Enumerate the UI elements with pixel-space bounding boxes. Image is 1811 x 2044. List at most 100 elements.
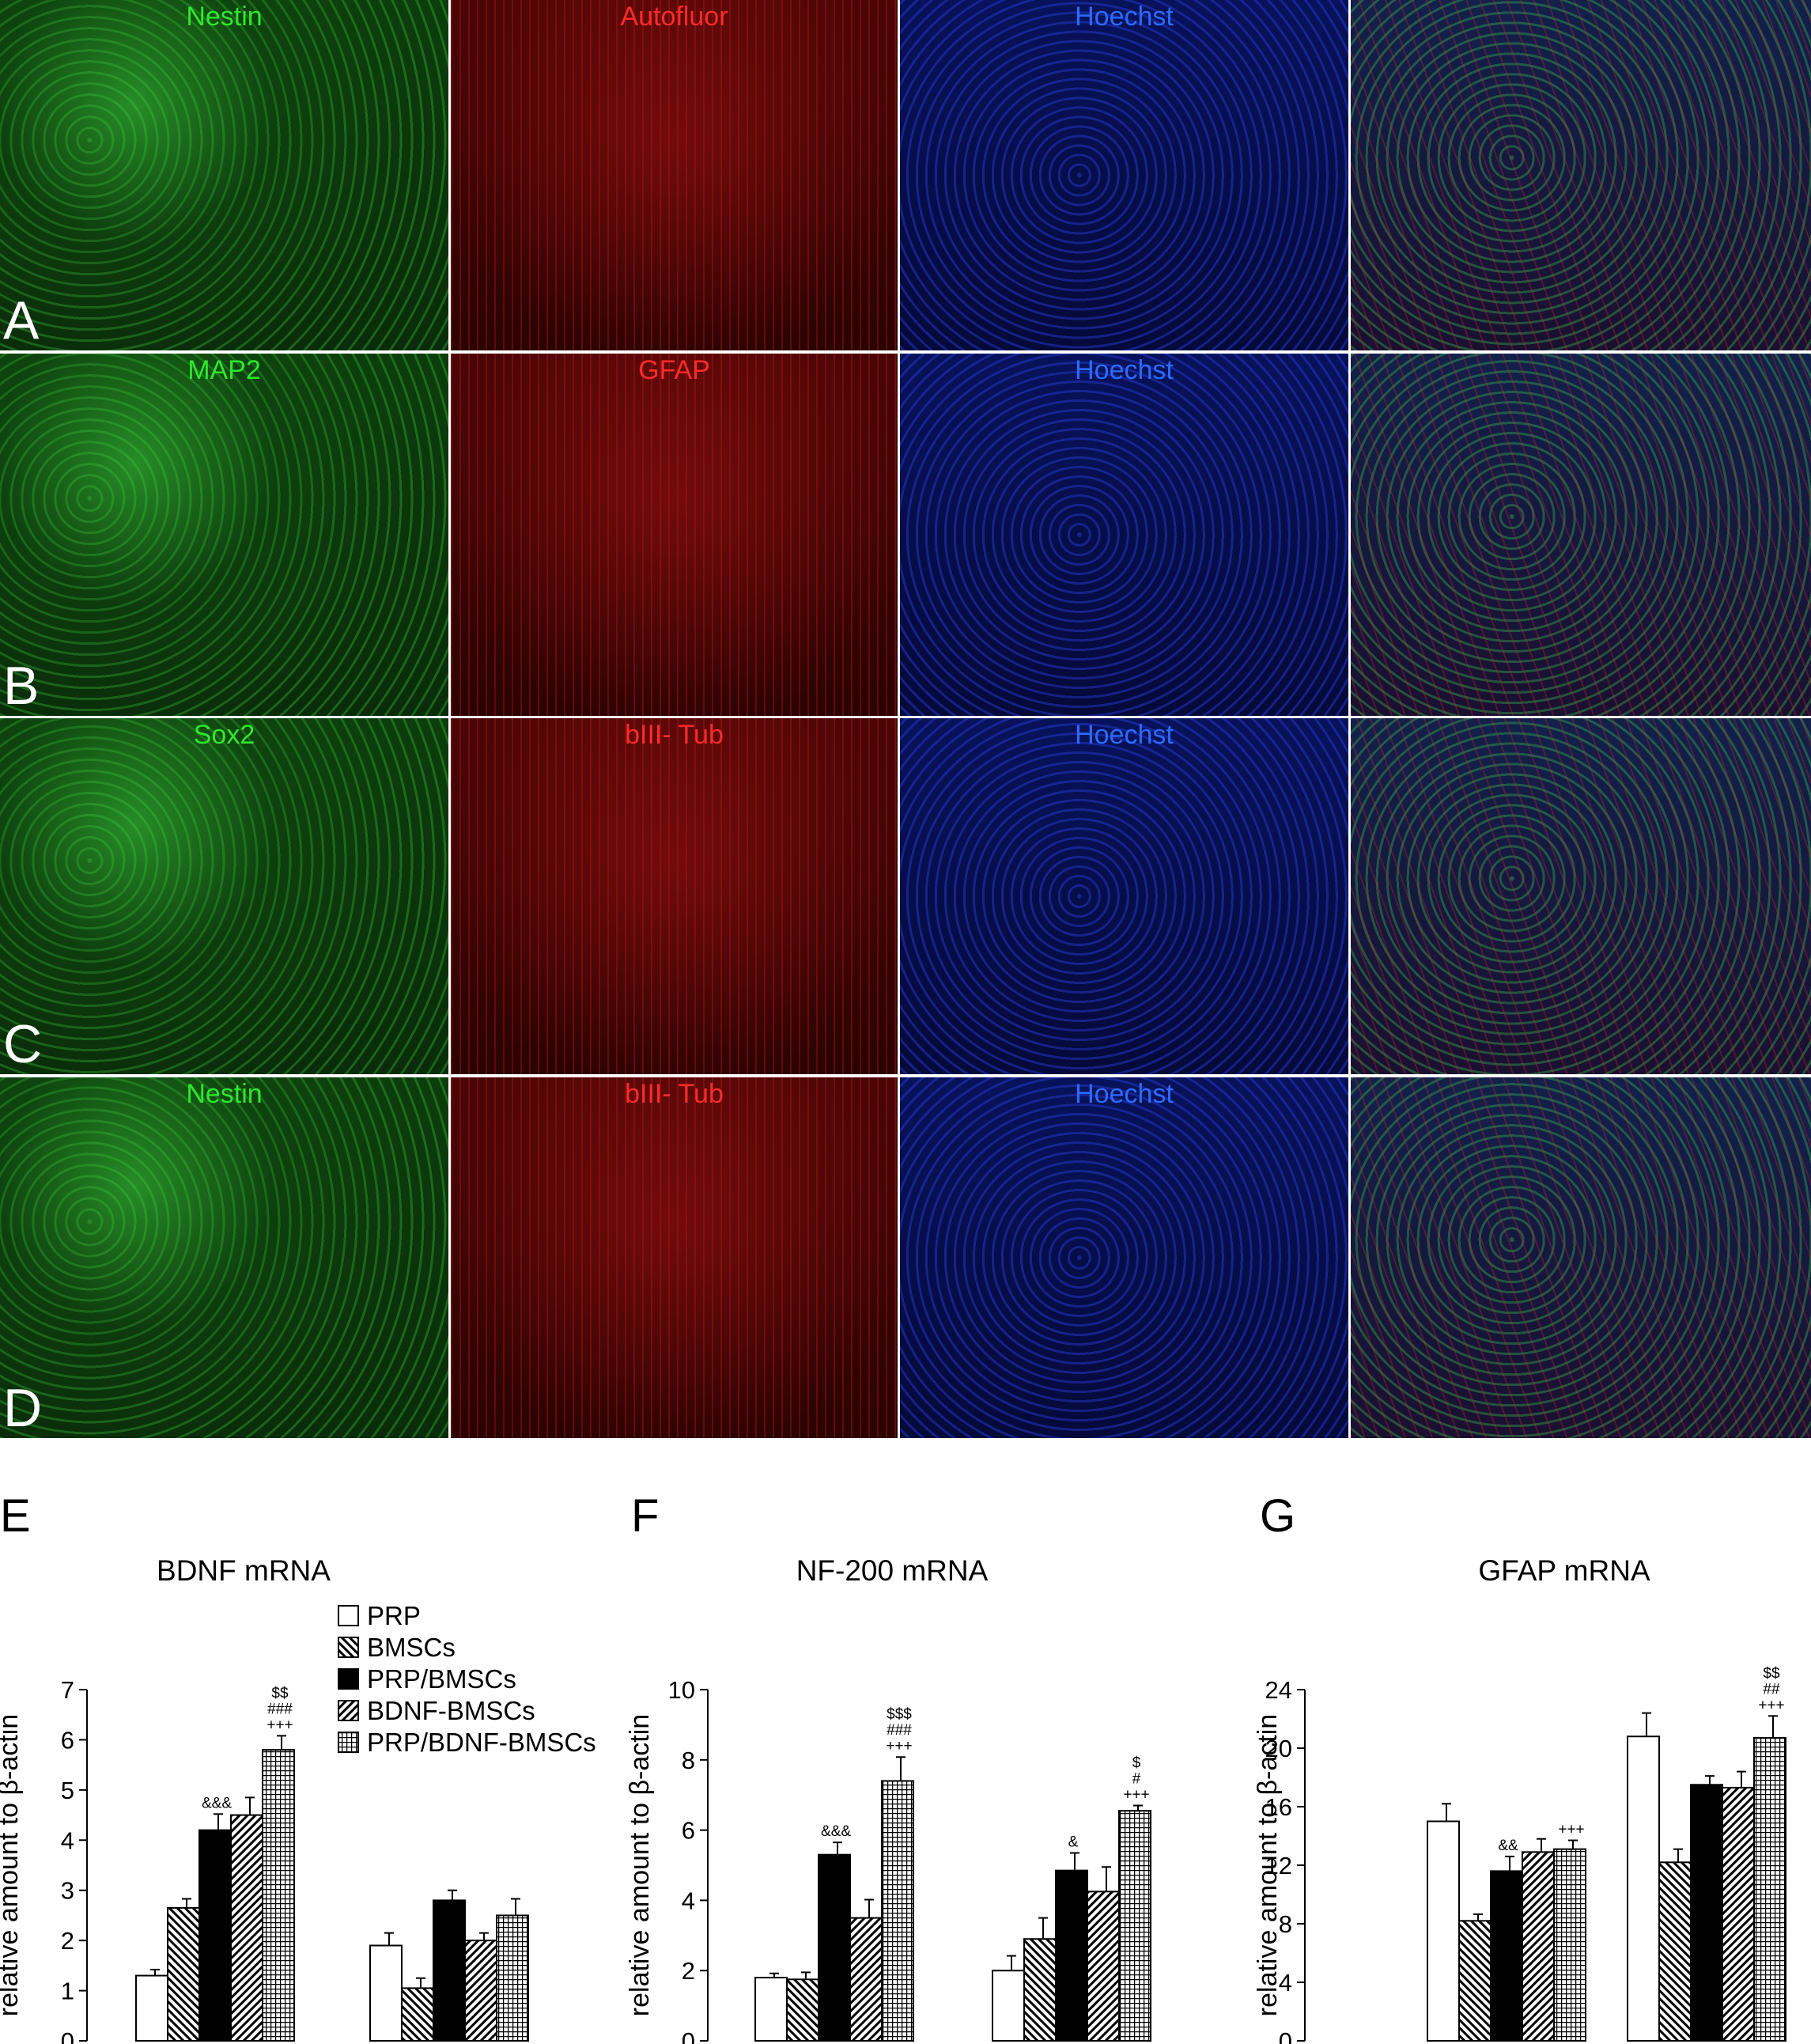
bar (433, 1899, 466, 2042)
channel-label: Hoechst (1075, 355, 1174, 385)
bar-charts-svg: E BDNF mRNA relative amount to β-actin 0 12 3… (0, 1490, 1786, 2044)
x-category-label: 4w (1491, 2018, 1524, 2044)
panel-letter: F (631, 1490, 659, 1542)
channel-label: Autofluor (620, 2, 728, 32)
micrograph-panel: GFAP (451, 354, 898, 716)
bar (167, 1906, 200, 2042)
y-tick-label: 5 (61, 1777, 74, 1804)
significance-marker: $$$ (887, 1706, 912, 1723)
y-axis-label: relative amount to β-actin (1253, 1714, 1283, 2016)
chart-title: BDNF mRNA (157, 1554, 331, 1587)
bar (230, 1814, 263, 2042)
legend-swatch (338, 1637, 359, 1658)
y-tick-label: 10 (668, 1676, 695, 1704)
y-tick-label: 2 (682, 1957, 695, 1985)
bar (135, 1974, 168, 2042)
bar (754, 1977, 788, 2042)
y-tick-label: 0 (1279, 2027, 1292, 2044)
legend-swatch (338, 1732, 359, 1753)
bar (1087, 1891, 1120, 2042)
significance-marker: +++ (1758, 1697, 1784, 1713)
micrograph-panel: Nestin D (0, 1077, 448, 1438)
bar (198, 1829, 232, 2042)
bar (1055, 1869, 1088, 2042)
row-letter: A (3, 290, 40, 350)
bar (786, 1978, 819, 2042)
y-tick-label: 8 (1279, 1910, 1292, 1938)
legend-label: PRP (367, 1601, 421, 1630)
bar (1553, 1848, 1586, 2042)
channel-label: GFAP (638, 355, 710, 385)
channel-label: Sox2 (193, 720, 255, 750)
significance-marker: ### (267, 1701, 293, 1717)
significance-marker: +++ (1558, 1822, 1584, 1838)
micrograph-panel (1351, 1077, 1811, 1438)
y-tick-label: 4 (682, 1887, 695, 1914)
y-tick-label: 6 (61, 1726, 74, 1754)
significance-marker: ## (1763, 1681, 1780, 1698)
panel-letter: G (1260, 1490, 1295, 1542)
micrograph-panel (1351, 0, 1811, 350)
micrograph-panel (1351, 354, 1811, 716)
significance-marker: $$ (271, 1685, 289, 1701)
significance-marker: +++ (886, 1738, 912, 1754)
bar (1658, 1861, 1692, 2042)
micrograph-panel: Autofluor (451, 0, 898, 350)
significance-marker: &&& (821, 1823, 851, 1840)
channel-label: bIII- Tub (625, 1079, 724, 1109)
micrograph-panel: Hoechst (900, 718, 1348, 1074)
bar (369, 1944, 403, 2042)
legend-swatch (338, 1700, 359, 1721)
micrograph-panel: Hoechst (900, 0, 1348, 350)
bar (1627, 1736, 1660, 2042)
significance-marker: # (1132, 1771, 1141, 1788)
bar (401, 1987, 434, 2042)
significance-marker: +++ (1123, 1787, 1149, 1804)
bar (1722, 1786, 1755, 2042)
bar (1118, 1810, 1151, 2042)
significance-marker: $ (1132, 1755, 1141, 1772)
bar (1427, 1820, 1460, 2042)
bar (262, 1749, 295, 2042)
channel-label: Hoechst (1075, 720, 1174, 750)
y-tick-label: 0 (682, 2027, 695, 2044)
y-axis-label: relative amount to β-actin (625, 1714, 655, 2016)
y-tick-label: 2 (61, 1927, 74, 1955)
legend-label: PRP/BMSCs (367, 1664, 516, 1694)
y-tick-label: 4 (61, 1826, 74, 1854)
micrograph-panel: bIII- Tub (451, 1077, 898, 1438)
row-letter: C (3, 1014, 43, 1074)
significance-marker: && (1498, 1838, 1518, 1854)
bar (881, 1780, 914, 2042)
y-tick-label: 12 (1265, 1852, 1292, 1879)
micrograph-panel (1351, 718, 1811, 1074)
channel-label: bIII- Tub (625, 720, 724, 750)
y-tick-label: 6 (682, 1817, 695, 1845)
bar-charts-area: E BDNF mRNA relative amount to β-actin 0 1 2 3… (0, 1438, 1811, 2044)
channel-label: MAP2 (187, 355, 261, 385)
bar (818, 1853, 851, 2042)
x-category-label: 8w (1056, 2018, 1089, 2044)
micrograph-panel: Nestin A (0, 0, 448, 350)
legend-label: PRP/BDNF-BMSCs (367, 1728, 596, 1757)
channel-label: Hoechst (1075, 2, 1174, 32)
micrograph-panel: Hoechst (900, 354, 1348, 716)
bar (1458, 1920, 1492, 2042)
significance-marker: +++ (267, 1717, 293, 1733)
y-tick-label: 3 (61, 1877, 74, 1905)
x-category-label: 4w (199, 2018, 233, 2044)
x-category-label: 8w (433, 2018, 467, 2044)
significance-marker: $$ (1763, 1665, 1780, 1682)
panel-letter: E (0, 1490, 31, 1542)
row-letter: D (3, 1378, 43, 1438)
bar (1023, 1938, 1057, 2042)
bar (1690, 1784, 1723, 2042)
micrograph-panel: Hoechst (900, 1077, 1348, 1438)
bar (1490, 1870, 1523, 2042)
channel-label: Hoechst (1075, 1079, 1174, 1109)
legend-label: BMSCs (367, 1633, 456, 1662)
y-axis-label: relative amount to β-actin (0, 1714, 24, 2016)
channel-label: Nestin (186, 1079, 263, 1109)
legend-swatch (338, 1605, 359, 1626)
y-tick-label: 7 (61, 1676, 74, 1704)
